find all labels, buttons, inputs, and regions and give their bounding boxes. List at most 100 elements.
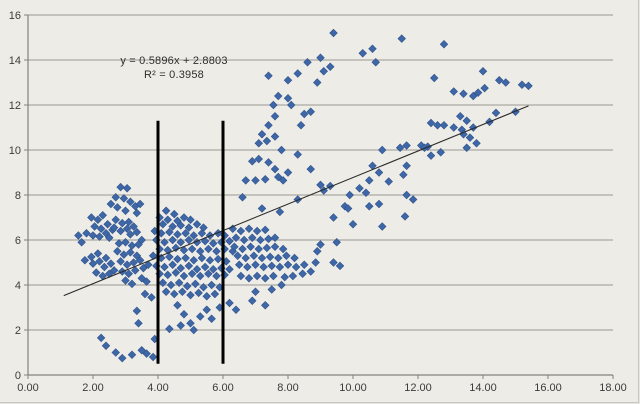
data-point [374, 168, 384, 177]
data-point [184, 223, 194, 232]
data-point [361, 188, 371, 197]
y-tick-label: 8 [15, 190, 21, 202]
data-point [270, 132, 280, 141]
data-point [313, 78, 322, 87]
data-point [204, 244, 213, 254]
data-point [207, 280, 216, 290]
data-point [252, 271, 262, 281]
data-point [262, 136, 272, 146]
data-point [181, 253, 190, 263]
data-point [433, 121, 442, 130]
data-point [270, 233, 280, 242]
data-point [264, 121, 273, 130]
y-tick-label: 14 [9, 55, 21, 67]
data-point [238, 193, 247, 202]
data-point [170, 209, 179, 219]
data-point [189, 256, 198, 265]
data-point [137, 346, 146, 355]
data-point [251, 287, 260, 296]
data-point [256, 235, 265, 245]
data-point [161, 206, 171, 215]
data-point [469, 91, 478, 101]
data-point [287, 100, 296, 110]
data-point [129, 222, 138, 231]
data-point [77, 238, 86, 247]
data-point [179, 310, 189, 319]
data-point [119, 194, 129, 203]
data-point [205, 256, 215, 265]
data-point [179, 271, 189, 281]
data-point [87, 252, 96, 262]
data-point [135, 199, 145, 209]
data-point [252, 226, 262, 236]
data-point [210, 289, 220, 299]
data-point [233, 251, 242, 260]
data-point [449, 87, 458, 96]
data-point [257, 204, 267, 213]
data-point [345, 190, 354, 200]
y-tick-label: 16 [9, 10, 21, 22]
data-point [132, 306, 142, 316]
data-point [262, 243, 272, 253]
data-point [96, 333, 106, 343]
data-point [209, 265, 218, 274]
data-point [261, 301, 270, 310]
data-point [92, 268, 101, 277]
data-point [197, 253, 207, 263]
data-point [267, 285, 276, 294]
data-point [265, 252, 275, 262]
data-point [119, 250, 129, 259]
data-point [319, 67, 328, 76]
data-point [212, 271, 221, 281]
data-point [192, 265, 202, 274]
data-point [400, 212, 410, 221]
data-point [178, 287, 187, 296]
data-point [300, 260, 309, 269]
data-point [142, 277, 151, 286]
data-point [189, 325, 198, 335]
data-point [184, 261, 194, 271]
data-point [267, 261, 276, 271]
data-point [160, 262, 169, 272]
data-point [462, 116, 471, 125]
data-point [274, 172, 283, 182]
data-point [225, 265, 234, 274]
data-point [283, 94, 293, 103]
data-point [192, 220, 202, 229]
data-point [158, 278, 168, 287]
data-point [124, 217, 133, 227]
data-point [501, 78, 510, 87]
trendline-r-squared-text: R² = 0.3958 [144, 69, 204, 81]
data-point [329, 28, 338, 38]
data-point [186, 319, 195, 328]
data-point [254, 139, 263, 148]
data-point [426, 151, 436, 160]
data-point [290, 253, 299, 263]
data-point [170, 289, 179, 299]
data-point [196, 247, 205, 256]
data-point [196, 312, 205, 321]
data-point [109, 223, 119, 232]
data-point [179, 213, 189, 222]
data-point [298, 269, 307, 278]
data-point [254, 154, 263, 164]
data-point [126, 248, 135, 257]
data-point [449, 123, 458, 132]
data-point [129, 258, 138, 267]
data-point [365, 202, 374, 211]
data-point [105, 233, 114, 242]
data-point [236, 271, 246, 281]
data-point [186, 215, 195, 224]
data-point [335, 261, 345, 271]
data-point [261, 274, 270, 283]
data-point [174, 278, 184, 287]
trendline [63, 105, 529, 297]
data-point [395, 143, 405, 152]
data-point [127, 279, 137, 289]
data-point [462, 143, 471, 152]
data-point [251, 260, 260, 269]
data-point [127, 241, 137, 250]
data-point [282, 251, 291, 260]
data-point [200, 262, 210, 272]
